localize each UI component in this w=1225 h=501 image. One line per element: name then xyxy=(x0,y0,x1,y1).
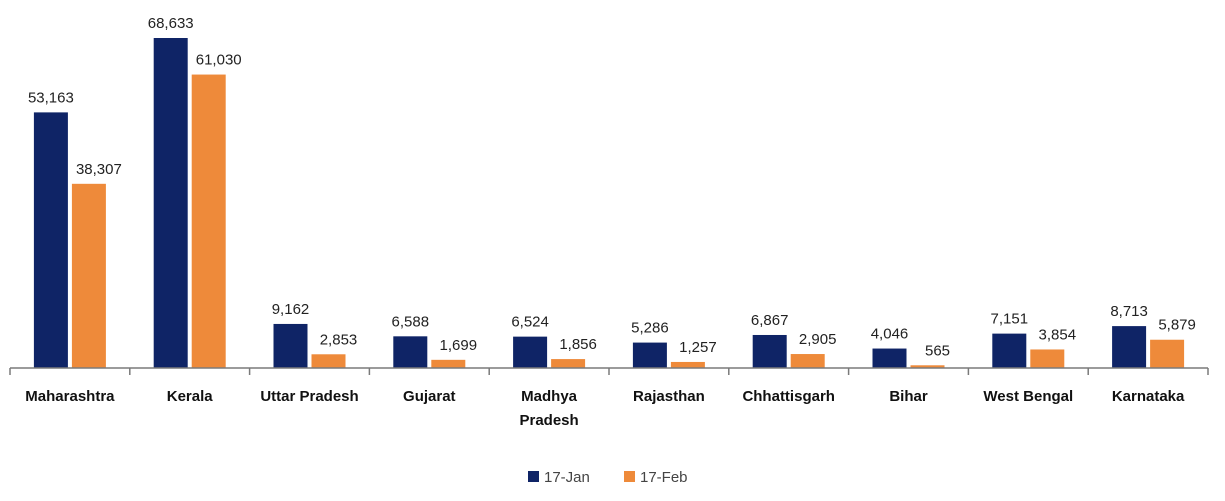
bar-series1 xyxy=(752,334,787,368)
bar-series1 xyxy=(393,336,428,368)
legend-swatch xyxy=(624,471,635,482)
data-label: 6,867 xyxy=(751,312,789,329)
bar-series2 xyxy=(670,361,705,368)
x-tick-label: Madhya xyxy=(521,388,578,405)
data-label: 1,699 xyxy=(440,337,478,354)
data-label: 8,713 xyxy=(1110,303,1148,320)
x-tick-label: Rajasthan xyxy=(633,388,705,405)
x-tick-label: Bihar xyxy=(889,388,928,405)
bars-group xyxy=(33,38,1185,368)
data-label: 68,633 xyxy=(148,15,194,32)
legend-entry: 17-Feb xyxy=(640,469,688,486)
x-tick-label: Pradesh xyxy=(519,412,578,429)
data-label: 53,163 xyxy=(28,89,74,106)
bar-series2 xyxy=(1150,339,1185,368)
data-label: 3,854 xyxy=(1039,326,1077,343)
data-label: 6,588 xyxy=(392,313,430,330)
bar-series2 xyxy=(191,74,226,368)
data-label: 6,524 xyxy=(511,314,549,331)
data-label: 4,046 xyxy=(871,326,909,343)
data-label: 2,905 xyxy=(799,331,837,348)
bar-series1 xyxy=(992,333,1027,368)
x-tick-label: Kerala xyxy=(167,388,214,405)
data-label: 2,853 xyxy=(320,331,358,348)
bar-series2 xyxy=(311,354,346,368)
bar-series2 xyxy=(1030,349,1065,368)
bar-series2 xyxy=(71,183,106,368)
bar-series2 xyxy=(790,354,825,368)
bar-series1 xyxy=(33,112,68,368)
data-label: 1,257 xyxy=(679,339,717,356)
bar-series1 xyxy=(273,323,308,368)
x-tick-label: Chhattisgarh xyxy=(742,388,835,405)
x-tick-label: Karnataka xyxy=(1112,388,1185,405)
x-axis-ticks xyxy=(9,368,1209,375)
bar-series1 xyxy=(1112,326,1147,368)
x-tick-label: Maharashtra xyxy=(25,388,115,405)
legend-entry: 17-Jan xyxy=(544,469,590,486)
data-label: 1,856 xyxy=(559,336,597,353)
bar-series1 xyxy=(153,38,188,368)
data-label: 5,879 xyxy=(1158,317,1196,334)
data-label: 7,151 xyxy=(991,311,1029,328)
data-label: 61,030 xyxy=(196,52,242,69)
value-labels-group: 53,163 38,307 68,633 61,030 9,162 2,853 6,588 1… xyxy=(28,15,1196,359)
x-tick-label: West Bengal xyxy=(983,388,1073,405)
bar-series2 xyxy=(551,359,586,368)
bar-series1 xyxy=(513,336,548,368)
data-label: 565 xyxy=(925,342,950,359)
category-labels-group: Maharashtra Kerala Uttar Pradesh Gujarat Mad… xyxy=(25,388,1185,429)
x-tick-label: Uttar Pradesh xyxy=(260,388,358,405)
bar-series1 xyxy=(632,342,667,368)
bar-series2 xyxy=(431,359,466,368)
bar-series1 xyxy=(872,348,907,368)
legend: 17-Jan 17-Feb xyxy=(528,469,688,486)
data-label: 5,286 xyxy=(631,320,669,337)
bar-series2 xyxy=(910,365,945,368)
data-label: 9,162 xyxy=(272,301,310,318)
x-tick-label: Gujarat xyxy=(403,388,456,405)
data-label: 38,307 xyxy=(76,161,122,178)
legend-swatch xyxy=(528,471,539,482)
